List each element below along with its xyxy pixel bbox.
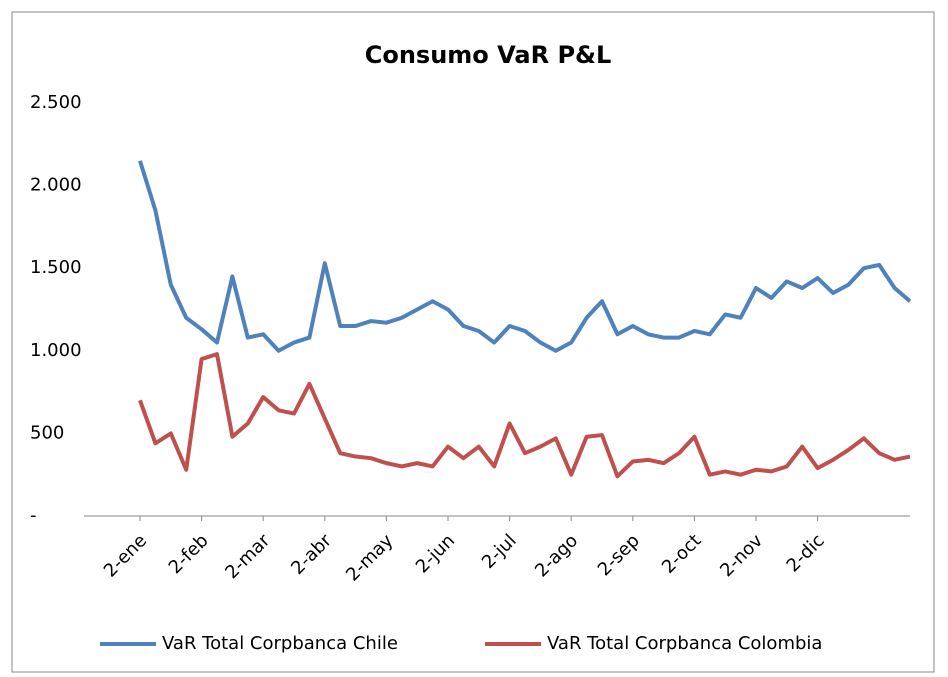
series-line (138, 160, 912, 353)
chart-border (11, 11, 935, 673)
series-line (138, 352, 911, 479)
chart-title: Consumo VaR P&L (365, 41, 612, 69)
legend-label: VaR Total Corpbanca Chile (162, 633, 398, 654)
y-tick-label: 2.000 (30, 175, 82, 196)
y-tick-label: 1.500 (30, 257, 82, 278)
y-tick-label: - (30, 505, 37, 526)
y-tick-label: 2.500 (30, 92, 82, 113)
legend-label: VaR Total Corpbanca Colombia (547, 633, 822, 654)
y-tick-label: 1.000 (30, 340, 82, 361)
y-tick-label: 500 (30, 422, 64, 443)
